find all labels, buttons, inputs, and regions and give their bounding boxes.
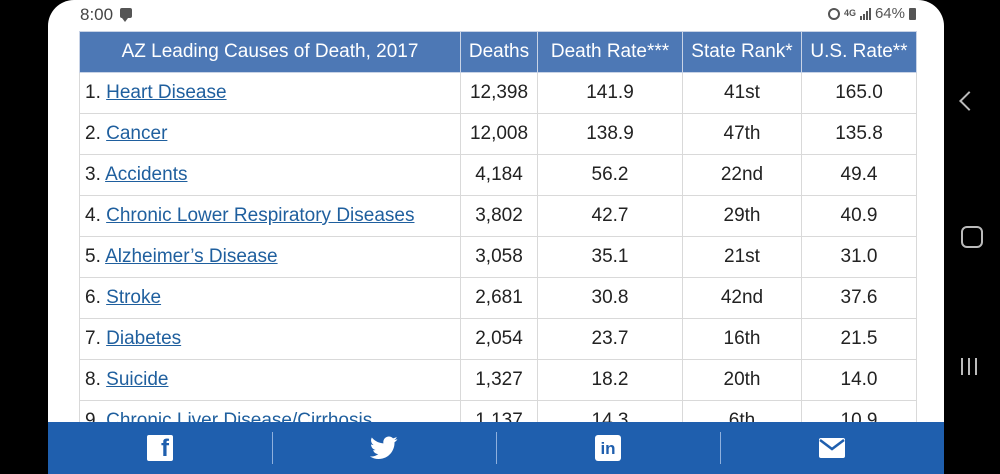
rank-number: 4.: [85, 205, 101, 226]
table-row: 4. Chronic Lower Respiratory Diseases 3,8…: [79, 195, 917, 237]
state-rank-cell: 22nd: [682, 154, 802, 196]
deaths-cell: 12,008: [460, 113, 538, 155]
battery-icon: [909, 7, 916, 20]
mail-icon: [819, 438, 845, 458]
rank-number: 3.: [85, 164, 101, 185]
table-row: 6. Stroke 2,681 30.8 42nd 37.6: [79, 277, 917, 319]
screen: 8:00 4G 64% AZ Leading Causes of Death, …: [48, 0, 944, 474]
cause-link[interactable]: Chronic Lower Respiratory Diseases: [106, 205, 415, 226]
us-rate-cell: 135.8: [801, 113, 917, 155]
rank-number: 5.: [85, 246, 101, 267]
causes-of-death-table-container: AZ Leading Causes of Death, 2017 Deaths …: [79, 31, 917, 442]
deaths-cell: 3,058: [460, 236, 538, 278]
state-rank-cell: 41st: [682, 72, 802, 114]
status-bar: 8:00 4G 64%: [48, 0, 944, 30]
twitter-icon: [370, 436, 398, 459]
us-rate-cell: 40.9: [801, 195, 917, 237]
us-rate-cell: 31.0: [801, 236, 917, 278]
cause-cell: 7. Diabetes: [79, 318, 461, 360]
share-email-button[interactable]: [720, 422, 944, 474]
share-bar: f in: [48, 422, 944, 474]
share-linkedin-button[interactable]: in: [496, 422, 720, 474]
death-rate-cell: 141.9: [537, 72, 683, 114]
cause-link[interactable]: Alzheimer’s Disease: [105, 246, 278, 267]
battery-percent: 64%: [874, 5, 905, 22]
cause-cell: 8. Suicide: [79, 359, 461, 401]
deaths-cell: 1,327: [460, 359, 538, 401]
cause-cell: 6. Stroke: [79, 277, 461, 319]
us-rate-cell: 49.4: [801, 154, 917, 196]
header-us-rate: U.S. Rate**: [801, 31, 917, 73]
deaths-cell: 2,054: [460, 318, 538, 360]
death-rate-cell: 42.7: [537, 195, 683, 237]
header-death-rate: Death Rate***: [537, 31, 683, 73]
facebook-icon: f: [147, 435, 173, 461]
status-indicators: 4G 64%: [827, 5, 916, 22]
cause-link[interactable]: Cancer: [106, 123, 168, 144]
deaths-cell: 4,184: [460, 154, 538, 196]
rank-number: 2.: [85, 123, 101, 144]
cause-cell: 1. Heart Disease: [79, 72, 461, 114]
us-rate-cell: 14.0: [801, 359, 917, 401]
cause-link[interactable]: Heart Disease: [106, 82, 227, 103]
rank-number: 6.: [85, 287, 101, 308]
alarm-icon: [827, 7, 840, 20]
header-cause: AZ Leading Causes of Death, 2017: [79, 31, 461, 73]
state-rank-cell: 47th: [682, 113, 802, 155]
header-state-rank: State Rank*: [682, 31, 802, 73]
deaths-cell: 12,398: [460, 72, 538, 114]
header-deaths: Deaths: [460, 31, 538, 73]
table-row: 3. Accidents 4,184 56.2 22nd 49.4: [79, 154, 917, 196]
cause-link[interactable]: Accidents: [105, 164, 188, 185]
status-time: 8:00: [80, 5, 114, 24]
rank-number: 7.: [85, 328, 101, 349]
death-rate-cell: 56.2: [537, 154, 683, 196]
linkedin-icon: in: [595, 435, 621, 461]
table-row: 1. Heart Disease 12,398 141.9 41st 165.0: [79, 72, 917, 114]
deaths-cell: 2,681: [460, 277, 538, 319]
state-rank-cell: 16th: [682, 318, 802, 360]
death-rate-cell: 30.8: [537, 277, 683, 319]
cause-link[interactable]: Diabetes: [106, 328, 182, 349]
network-type: 4G: [843, 8, 856, 18]
state-rank-cell: 21st: [682, 236, 802, 278]
cause-link[interactable]: Suicide: [106, 369, 169, 390]
death-rate-cell: 23.7: [537, 318, 683, 360]
us-rate-cell: 21.5: [801, 318, 917, 360]
share-twitter-button[interactable]: [272, 422, 496, 474]
state-rank-cell: 29th: [682, 195, 802, 237]
share-facebook-button[interactable]: f: [48, 422, 272, 474]
table-row: 5. Alzheimer’s Disease 3,058 35.1 21st 31.0: [79, 236, 917, 278]
death-rate-cell: 18.2: [537, 359, 683, 401]
rank-number: 8.: [85, 369, 101, 390]
state-rank-cell: 20th: [682, 359, 802, 401]
home-nav-icon[interactable]: [961, 226, 983, 248]
table-row: 8. Suicide 1,327 18.2 20th 14.0: [79, 359, 917, 401]
us-rate-cell: 165.0: [801, 72, 917, 114]
us-rate-cell: 37.6: [801, 277, 917, 319]
back-nav-icon[interactable]: [959, 91, 979, 111]
signal-icon: [859, 7, 871, 20]
death-rate-cell: 138.9: [537, 113, 683, 155]
message-notification-icon: [120, 8, 132, 22]
cause-link[interactable]: Stroke: [106, 287, 162, 308]
table-header-row: AZ Leading Causes of Death, 2017 Deaths …: [79, 31, 917, 73]
rank-number: 1.: [85, 82, 101, 103]
cause-cell: 4. Chronic Lower Respiratory Diseases: [79, 195, 461, 237]
cause-cell: 2. Cancer: [79, 113, 461, 155]
state-rank-cell: 42nd: [682, 277, 802, 319]
table-row: 2. Cancer 12,008 138.9 47th 135.8: [79, 113, 917, 155]
death-rate-cell: 35.1: [537, 236, 683, 278]
table-row: 7. Diabetes 2,054 23.7 16th 21.5: [79, 318, 917, 360]
deaths-cell: 3,802: [460, 195, 538, 237]
causes-of-death-table: AZ Leading Causes of Death, 2017 Deaths …: [79, 31, 917, 442]
cause-cell: 5. Alzheimer’s Disease: [79, 236, 461, 278]
cause-cell: 3. Accidents: [79, 154, 461, 196]
recent-apps-nav-icon[interactable]: [961, 358, 977, 375]
facebook-letter: f: [161, 435, 169, 462]
